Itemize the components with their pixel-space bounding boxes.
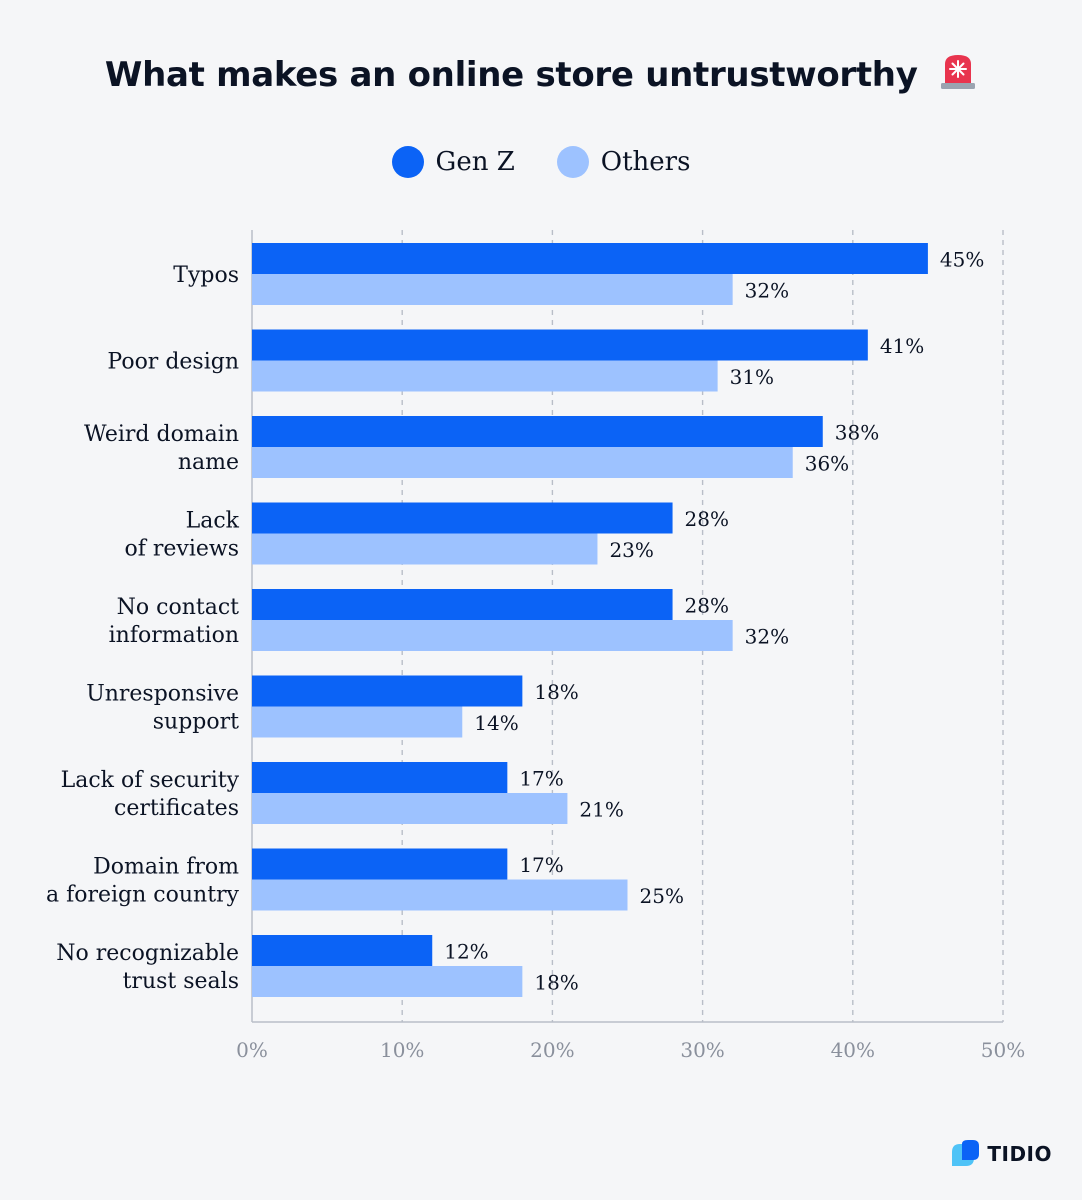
chart-title: What makes an online store untrustworthy <box>0 52 1082 99</box>
tidio-logo-icon <box>952 1140 980 1166</box>
bar-others <box>252 793 568 824</box>
bar-chart: 0% 10% 20% 30% 40% 50% Typos 45% 32% Poor design 4… <box>46 230 1025 1062</box>
bar-others <box>252 533 598 565</box>
bar-others <box>252 966 523 997</box>
category-label: Weird domain <box>84 422 239 447</box>
data-label-others: 32% <box>745 625 789 649</box>
x-tick-label-50: 50% <box>981 1038 1025 1062</box>
category-label: a foreign country <box>46 883 240 908</box>
legend-label-gen-z: Gen Z <box>435 147 515 177</box>
data-label-others: 14% <box>474 711 518 735</box>
category-label: support <box>153 710 239 735</box>
data-label-others: 21% <box>579 798 623 822</box>
category-label: certificates <box>114 796 239 821</box>
bar-others <box>252 620 733 651</box>
data-label-others: 31% <box>730 365 774 389</box>
x-tick-label-20: 20% <box>530 1038 574 1062</box>
bar-gen-z <box>252 935 433 966</box>
bar-gen-z <box>252 762 508 793</box>
x-tick-label-0: 0% <box>236 1038 268 1062</box>
bar-gen-z <box>252 675 523 707</box>
data-label-others: 18% <box>534 971 578 995</box>
data-label-others: 23% <box>609 538 653 562</box>
bar-gen-z <box>252 416 823 447</box>
data-label-gen-z: 38% <box>835 421 879 445</box>
bar-gen-z <box>252 329 868 361</box>
category-label: information <box>109 623 239 648</box>
data-label-gen-z: 28% <box>685 507 729 531</box>
category-label: No recognizable <box>56 941 239 966</box>
bar-gen-z <box>252 243 928 274</box>
category-label: Typos <box>173 263 239 288</box>
legend-item-others: Others <box>556 146 691 178</box>
data-label-gen-z: 12% <box>444 940 488 964</box>
category-label: No contact <box>117 595 240 620</box>
bar-gen-z <box>252 502 673 534</box>
bar-gen-z <box>252 848 508 880</box>
legend-label-others: Others <box>600 147 691 177</box>
x-tick-label-30: 30% <box>680 1038 724 1062</box>
brand-name: TIDIO <box>987 1142 1052 1166</box>
category-label: of reviews <box>124 537 239 562</box>
data-label-gen-z: 45% <box>940 248 984 272</box>
data-label-gen-z: 41% <box>880 334 924 358</box>
chart-title-text: What makes an online store untrustworthy <box>104 55 918 95</box>
siren-icon <box>939 52 977 99</box>
category-label: Poor design <box>107 350 239 375</box>
category-label: Unresponsive <box>86 682 239 707</box>
category-label: Lack of security <box>61 768 240 793</box>
x-tick-label-40: 40% <box>831 1038 875 1062</box>
legend-swatch-others <box>556 146 589 178</box>
legend-item-gen-z: Gen Z <box>391 146 515 178</box>
bar-others <box>252 360 718 392</box>
data-label-gen-z: 17% <box>519 853 563 877</box>
category-label: Lack <box>186 509 240 534</box>
category-label: name <box>178 450 239 475</box>
data-label-others: 36% <box>805 452 849 476</box>
data-label-gen-z: 17% <box>519 767 563 791</box>
bar-others <box>252 706 463 738</box>
bar-others <box>252 447 793 478</box>
category-label: trust seals <box>123 969 239 994</box>
legend-swatch-gen-z <box>391 146 424 178</box>
data-label-others: 25% <box>640 884 684 908</box>
data-label-gen-z: 28% <box>685 594 729 618</box>
bar-others <box>252 879 628 911</box>
data-label-gen-z: 18% <box>534 680 578 704</box>
bar-gen-z <box>252 589 673 620</box>
brand-logo: TIDIO <box>949 1140 1052 1168</box>
data-label-others: 32% <box>745 279 789 303</box>
legend: Gen Z Others <box>0 146 1082 178</box>
category-label: Domain from <box>93 855 239 880</box>
x-tick-label-10: 10% <box>380 1038 424 1062</box>
bar-others <box>252 274 733 305</box>
